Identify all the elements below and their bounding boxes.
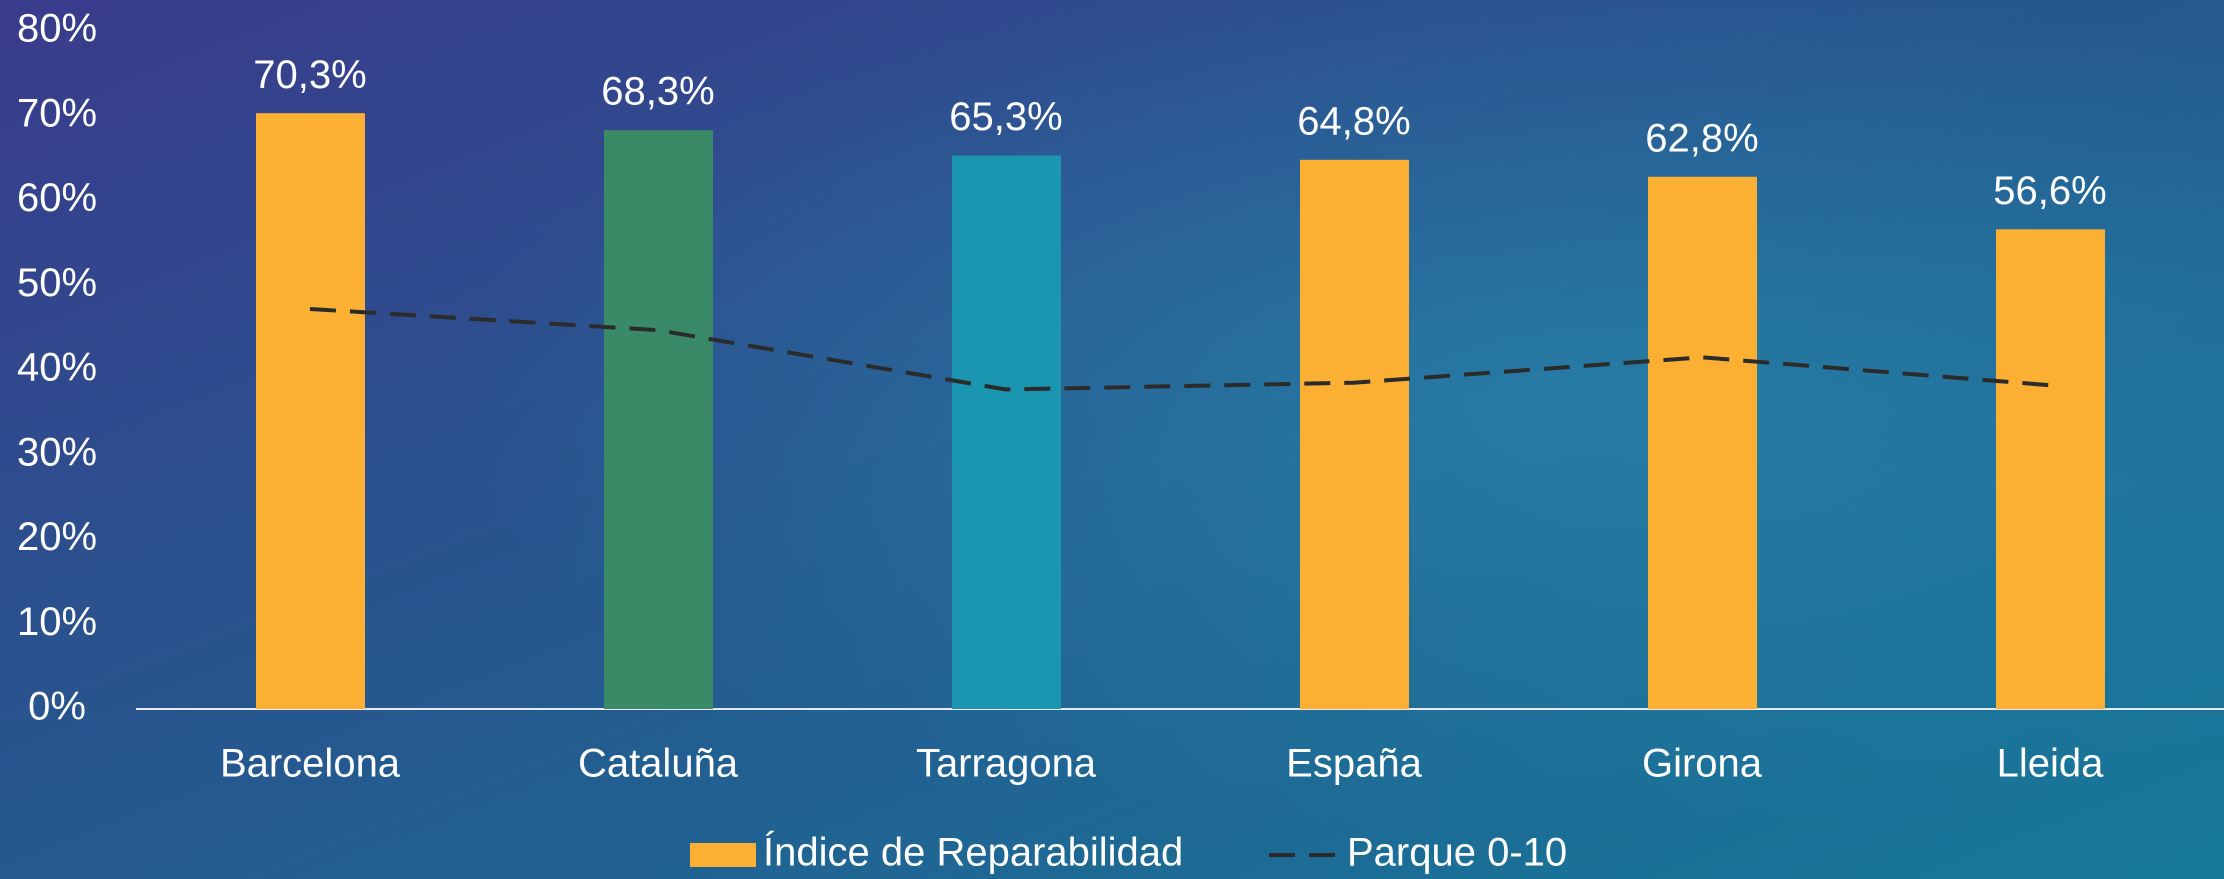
bar bbox=[604, 130, 713, 709]
data-label: 64,8% bbox=[1297, 99, 1410, 143]
data-label: 65,3% bbox=[949, 95, 1062, 139]
bar bbox=[256, 113, 365, 709]
legend-label: Índice de Reparabilidad bbox=[763, 830, 1183, 875]
legend-swatch bbox=[690, 843, 756, 867]
chart: 0% 10% 20% 30% 40% 50% 60% 70% 80% Barcelona Catal… bbox=[0, 0, 2224, 879]
data-label: 56,6% bbox=[1993, 169, 2106, 213]
y-tick-label: 40% bbox=[17, 346, 97, 390]
data-label: 70,3% bbox=[253, 53, 366, 97]
x-tick-label: Tarragona bbox=[916, 742, 1097, 786]
bar bbox=[1300, 160, 1409, 709]
x-tick-label: Lleida bbox=[1997, 742, 2105, 786]
y-tick-label: 0% bbox=[28, 685, 86, 729]
bar bbox=[952, 156, 1061, 709]
y-tick-label: 20% bbox=[17, 515, 97, 559]
y-tick-label: 50% bbox=[17, 261, 97, 305]
y-tick-label: 30% bbox=[17, 430, 97, 474]
legend-label: Parque 0-10 bbox=[1347, 831, 1567, 875]
x-tick-label: Girona bbox=[1642, 742, 1763, 786]
data-label: 68,3% bbox=[601, 70, 714, 114]
bar bbox=[1648, 177, 1757, 709]
y-tick-label: 60% bbox=[17, 176, 97, 220]
y-tick-label: 80% bbox=[17, 7, 97, 51]
x-tick-label: Cataluña bbox=[578, 742, 739, 786]
data-label: 62,8% bbox=[1645, 116, 1758, 160]
x-tick-label: España bbox=[1286, 742, 1422, 786]
y-tick-label: 70% bbox=[17, 91, 97, 135]
bar bbox=[1996, 229, 2105, 709]
y-tick-label: 10% bbox=[17, 600, 97, 644]
x-tick-label: Barcelona bbox=[220, 742, 401, 786]
